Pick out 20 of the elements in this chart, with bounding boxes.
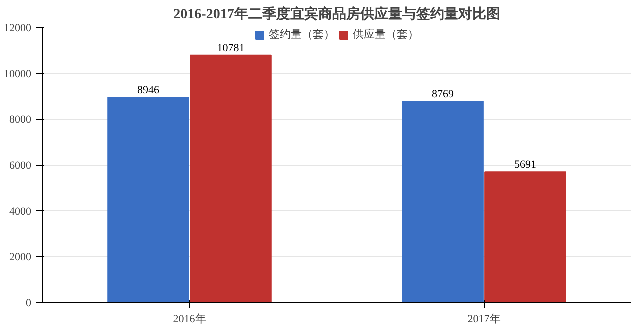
bar bbox=[402, 101, 484, 302]
bar bbox=[484, 172, 566, 302]
x-tick-label: 2016年 bbox=[173, 314, 206, 326]
legend-label: 供应量（套） bbox=[353, 28, 419, 42]
y-tick-label: 4000 bbox=[10, 206, 32, 218]
y-tick-label: 0 bbox=[26, 298, 32, 310]
y-tick-label: 10000 bbox=[4, 68, 32, 80]
bar bbox=[108, 96, 190, 302]
bar bbox=[190, 54, 272, 302]
y-tick-label: 2000 bbox=[10, 252, 32, 264]
y-tick-label: 6000 bbox=[10, 160, 32, 172]
data-label: 10781 bbox=[217, 42, 245, 54]
data-label: 8946 bbox=[138, 84, 160, 96]
chart-title: 2016-2017年二季度宜宾商品房供应量与签约量对比图 bbox=[174, 6, 500, 22]
y-tick-label: 12000 bbox=[4, 22, 32, 34]
y-tick-label: 8000 bbox=[10, 114, 32, 126]
data-label: 5691 bbox=[514, 159, 536, 172]
data-label: 8769 bbox=[432, 88, 455, 101]
legend-label: 签约量（套） bbox=[269, 28, 335, 42]
x-tick-label: 2017年 bbox=[468, 314, 501, 326]
